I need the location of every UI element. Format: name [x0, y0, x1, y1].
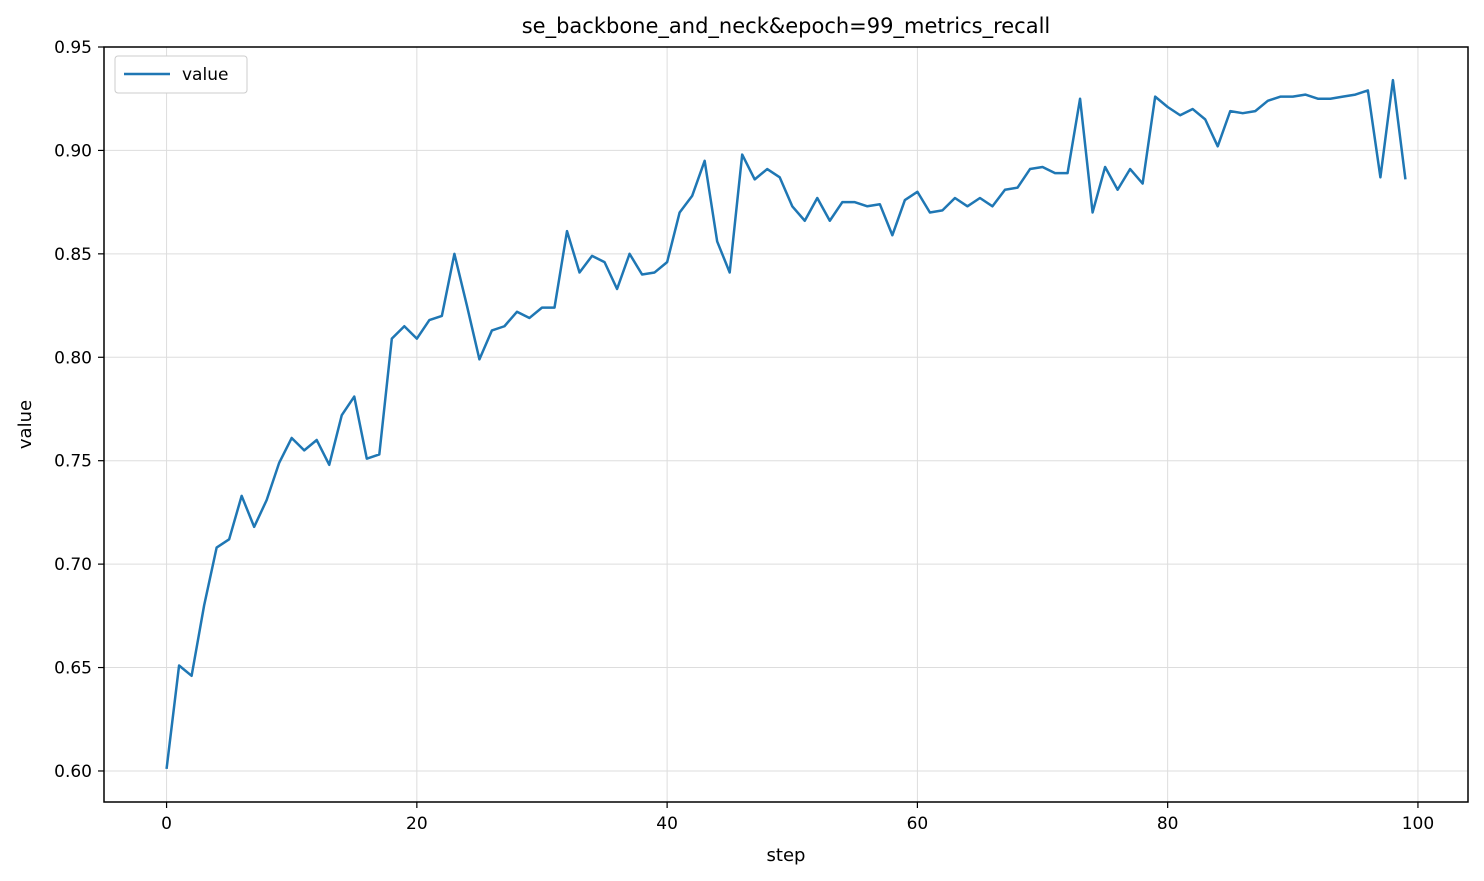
- y-tick-label: 0.95: [54, 38, 92, 58]
- y-tick-label: 0.90: [54, 141, 92, 161]
- x-axis-label: step: [767, 845, 806, 866]
- y-axis-label: value: [15, 400, 36, 449]
- series-line-value: [165, 78, 1407, 770]
- y-tick-label: 0.85: [54, 245, 92, 265]
- y-tick-label: 0.65: [54, 659, 92, 679]
- y-tick-label: 0.70: [54, 555, 92, 575]
- x-tick-label: 0: [161, 814, 172, 834]
- x-tick-label: 20: [406, 814, 428, 834]
- y-tick-label: 0.80: [54, 348, 92, 368]
- chart-title: se_backbone_and_neck&epoch=99_metrics_re…: [522, 14, 1051, 39]
- ticks: 0 20 40 60 80 100 0.60 0.65 0.70 0.75 0.80 0.85 0.90…: [54, 38, 1434, 834]
- y-tick-label: 0.75: [54, 452, 92, 472]
- x-tick-label: 60: [907, 814, 929, 834]
- legend-box: [114, 55, 248, 94]
- x-tick-label: 80: [1157, 814, 1179, 834]
- x-tick-label: 100: [1402, 814, 1434, 834]
- series-layer: [165, 78, 1407, 770]
- plot-frame: [103, 46, 1469, 803]
- x-tick-label: 40: [656, 814, 678, 834]
- legend-label: value: [182, 65, 228, 85]
- legend: value: [114, 55, 248, 94]
- y-tick-label: 0.60: [54, 762, 92, 782]
